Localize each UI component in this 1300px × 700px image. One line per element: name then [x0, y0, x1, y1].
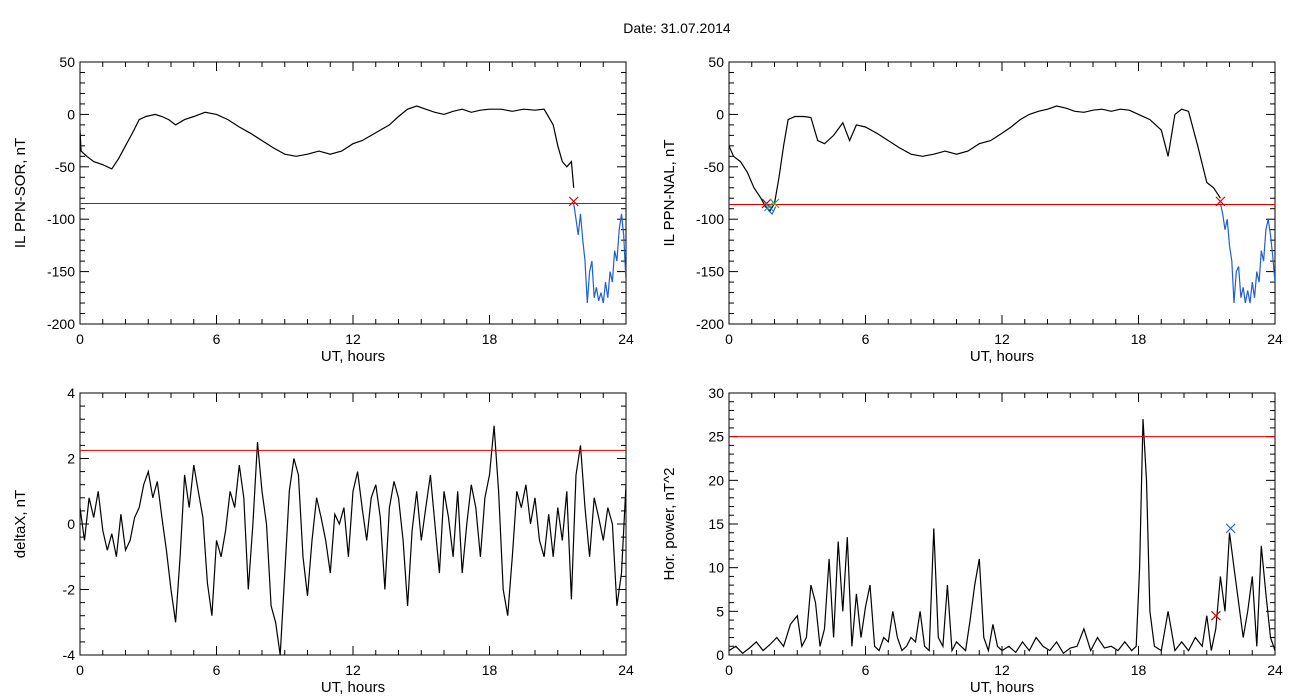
x-marker — [568, 196, 579, 207]
y-tick-label: 15 — [708, 516, 724, 532]
x-tick-label: 6 — [213, 331, 221, 347]
plot-frame — [728, 392, 1276, 656]
y-tick-label: 25 — [708, 429, 724, 445]
x-tick-label: 18 — [1131, 331, 1147, 347]
x-tick-label: 12 — [345, 331, 361, 347]
plot-area — [729, 419, 1275, 655]
x-tick-label: 18 — [482, 662, 498, 678]
y-tick-label: 20 — [708, 472, 724, 488]
x-marker — [763, 201, 774, 212]
series-line-0 — [80, 105, 575, 188]
x-tick-label: 24 — [1267, 331, 1283, 347]
y-axis-label: Hor. power, nT^2 — [661, 468, 678, 581]
y-axis-label: IL PPN-NAL, nT — [661, 140, 678, 247]
x-tick-label: 0 — [76, 331, 84, 347]
x-marker — [1225, 523, 1236, 534]
x-axis-label: UT, hours — [970, 348, 1034, 365]
x-marker — [1215, 196, 1226, 207]
y-tick-label: 4 — [67, 385, 75, 401]
y-tick-label: -100 — [47, 211, 75, 227]
plot-frame — [79, 61, 627, 325]
y-tick-label: 50 — [59, 54, 75, 70]
plot-frame — [79, 392, 627, 656]
panel-hor-power: 0 6 12 18 24 0 5 10 15 20 25 30 UT, hours Hor. power,… — [661, 385, 1283, 696]
x-marker — [769, 198, 780, 209]
y-tick-label: -100 — [696, 211, 724, 227]
series-line-0 — [80, 425, 626, 655]
x-tick-label: 24 — [1267, 662, 1283, 678]
y-tick-label: 30 — [708, 385, 724, 401]
y-tick-label: 0 — [716, 647, 724, 663]
y-tick-label: -150 — [47, 264, 75, 280]
panel-ppn-sor: 0 6 12 18 24 -200 -150 -100 -50 0 50 UT, hours IL PP… — [12, 54, 634, 365]
y-tick-label: 0 — [67, 516, 75, 532]
x-tick-label: 6 — [213, 662, 221, 678]
plot-area — [80, 105, 626, 304]
y-tick-label: -200 — [47, 316, 75, 332]
figure-date-title: Date: 31.07.2014 — [623, 20, 731, 36]
series-line-1 — [1219, 203, 1275, 304]
y-tick-label: 10 — [708, 560, 724, 576]
y-tick-label: -200 — [696, 316, 724, 332]
x-tick-label: 24 — [618, 331, 634, 347]
series-line-0 — [729, 419, 1275, 655]
x-axis-label: UT, hours — [970, 679, 1034, 696]
x-tick-label: 6 — [862, 662, 870, 678]
x-tick-label: 12 — [345, 662, 361, 678]
y-tick-label: -50 — [55, 159, 75, 175]
y-tick-label: 5 — [716, 603, 724, 619]
x-tick-label: 0 — [76, 662, 84, 678]
y-tick-label: 50 — [708, 54, 724, 70]
x-tick-label: 18 — [482, 331, 498, 347]
y-tick-label: -50 — [704, 159, 724, 175]
x-marker — [1210, 610, 1221, 621]
panel-ppn-nal: 0 6 12 18 24 -200 -150 -100 -50 0 50 UT, hours IL PP… — [661, 54, 1283, 365]
x-axis-label: UT, hours — [321, 679, 385, 696]
x-tick-label: 0 — [725, 662, 733, 678]
y-axis-label: deltaX, nT — [12, 490, 29, 558]
x-tick-label: 18 — [1131, 662, 1147, 678]
y-tick-label: 0 — [716, 106, 724, 122]
y-tick-label: -150 — [696, 264, 724, 280]
y-tick-label: -2 — [63, 582, 76, 598]
y-tick-label: -4 — [63, 647, 76, 663]
x-tick-label: 0 — [725, 331, 733, 347]
series-line-0 — [729, 105, 1221, 212]
y-tick-label: 0 — [67, 106, 75, 122]
y-axis-label: IL PPN-SOR, nT — [12, 138, 29, 248]
x-tick-label: 24 — [618, 662, 634, 678]
x-tick-label: 12 — [994, 331, 1010, 347]
plot-frame — [728, 61, 1276, 325]
plot-area — [729, 105, 1275, 304]
series-line-1 — [573, 203, 626, 304]
y-tick-label: 2 — [67, 451, 75, 467]
x-tick-label: 6 — [862, 331, 870, 347]
plot-area — [80, 425, 626, 655]
x-tick-label: 12 — [994, 662, 1010, 678]
x-axis-label: UT, hours — [321, 348, 385, 365]
